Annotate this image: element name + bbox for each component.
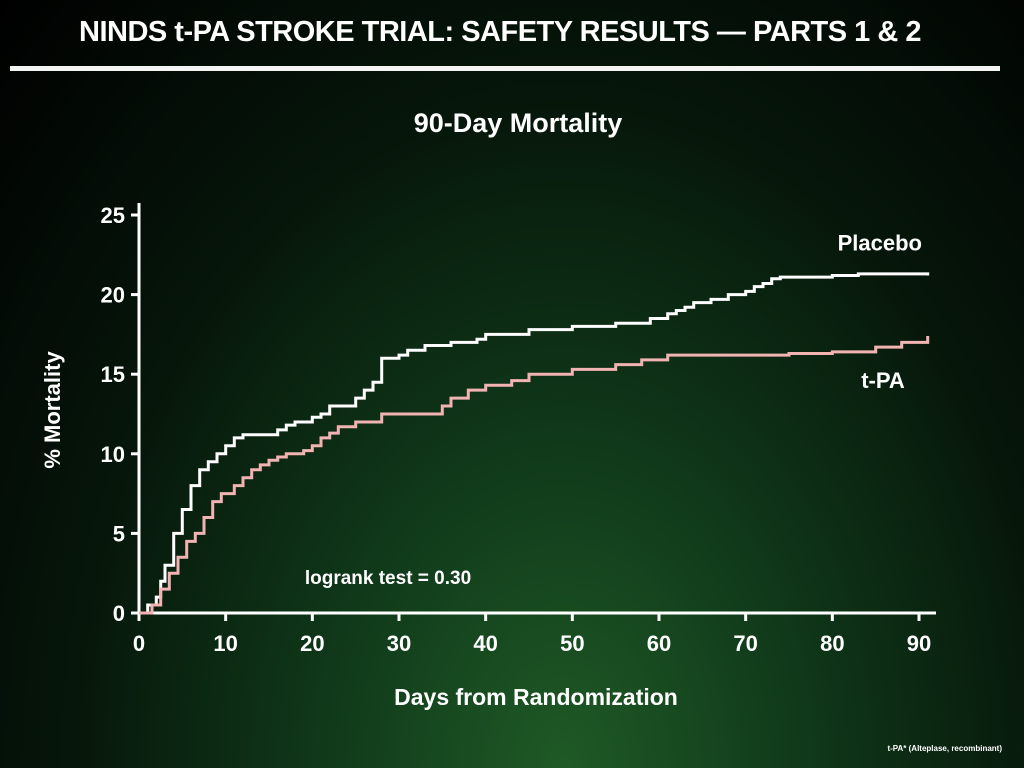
x-tick-label: 0 <box>133 631 145 656</box>
x-tick-label: 60 <box>647 631 671 656</box>
chart-series <box>139 272 930 615</box>
y-tick-label: 15 <box>101 362 125 387</box>
chart-title: 90-Day Mortality <box>414 108 623 138</box>
series-line-placebo <box>139 272 930 615</box>
y-tick-label: 25 <box>101 203 125 228</box>
slide-title: NINDS t-PA STROKE TRIAL: SAFETY RESULTS … <box>79 16 921 48</box>
series-labels: Placebo t-PA <box>838 230 922 392</box>
x-tick-label: 90 <box>907 631 931 656</box>
title-divider <box>10 66 1000 71</box>
chart-ticks: 0 5 10 15 20 25 0 10 20 30 40 50 60 70 80 90 <box>101 203 932 656</box>
series-label-placebo: Placebo <box>838 230 922 255</box>
x-tick-label: 70 <box>733 631 757 656</box>
logrank-annotation: logrank test = 0.30 <box>305 568 471 589</box>
x-tick-label: 10 <box>213 631 237 656</box>
y-tick-label: 20 <box>101 283 125 308</box>
x-tick-label: 50 <box>560 631 584 656</box>
y-tick-label: 10 <box>101 442 125 467</box>
y-tick-label: 0 <box>113 601 125 626</box>
x-tick-label: 80 <box>820 631 844 656</box>
x-tick-label: 30 <box>387 631 411 656</box>
footnote: t-PA* (Alteplase, recombinant) <box>887 744 1002 753</box>
y-axis-label: % Mortality <box>40 351 65 469</box>
x-axis-label: Days from Randomization <box>394 684 678 710</box>
x-tick-label: 20 <box>300 631 324 656</box>
chart-axes <box>137 203 936 615</box>
series-line-t-pa <box>139 336 930 615</box>
y-tick-label: 5 <box>113 521 125 546</box>
series-label-t-pa: t-PA <box>861 368 905 393</box>
x-tick-label: 40 <box>473 631 497 656</box>
